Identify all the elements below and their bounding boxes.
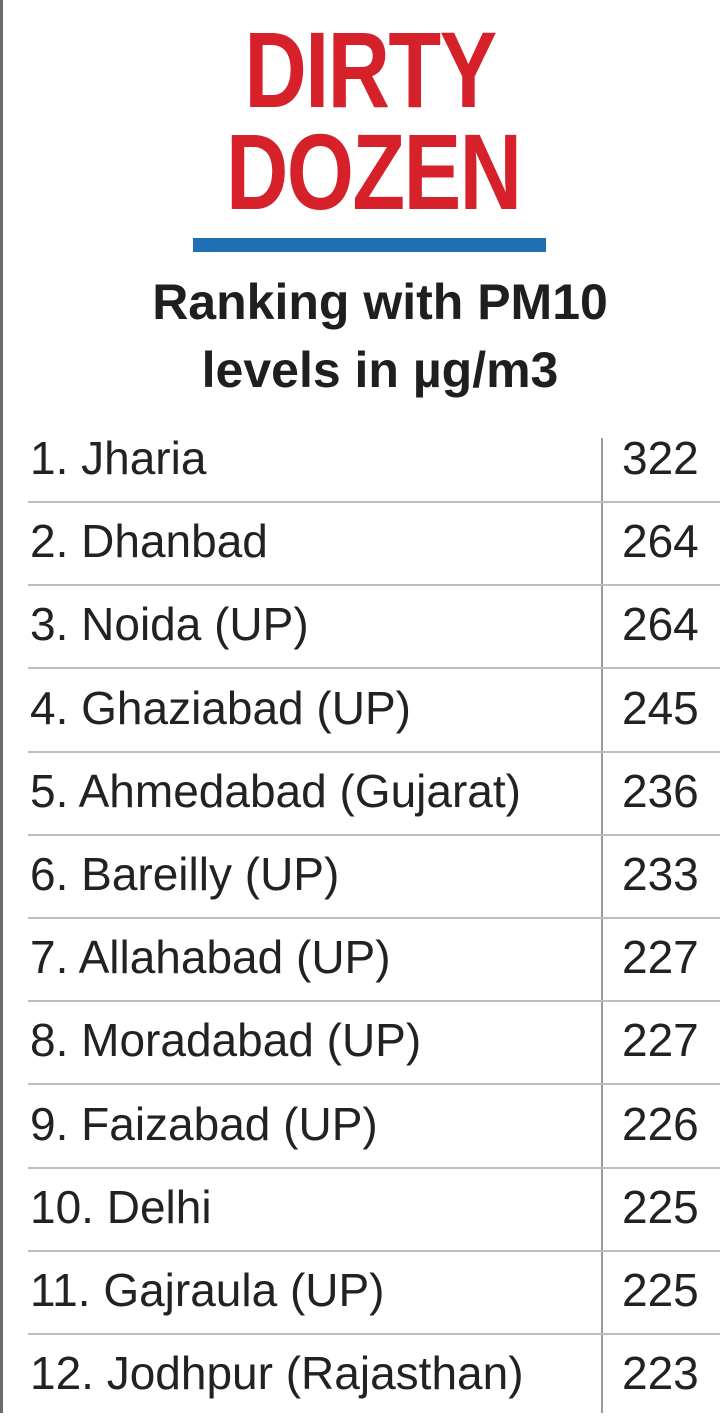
city-label: 12. Jodhpur (Rajasthan) <box>30 1347 524 1400</box>
pm10-value: 225 <box>622 1180 699 1233</box>
table-row: 1. Jharia 322 <box>28 420 720 503</box>
subtitle-line-2: levels in µg/m3 <box>201 342 559 398</box>
table-row: 4. Ghaziabad (UP) 245 <box>28 670 720 753</box>
row-separator <box>28 1083 720 1086</box>
pm10-value: 264 <box>622 515 699 568</box>
pm10-value: 233 <box>622 848 699 900</box>
table-row: 5. Ahmedabad (Gujarat) 236 <box>28 753 720 836</box>
table-row: 6. Bareilly (UP) 233 <box>28 836 720 919</box>
city-label: 7. Allahabad (UP) <box>30 931 391 984</box>
row-separator <box>28 917 720 919</box>
pm10-value: 236 <box>622 764 699 817</box>
table-row: 11. Gajraula (UP) 225 <box>28 1252 720 1335</box>
city-label: 6. Bareilly (UP) <box>30 848 340 900</box>
row-separator <box>28 750 720 753</box>
city-label: 5. Ahmedabad (Gujarat) <box>30 764 521 817</box>
title-line-2: DOZEN <box>226 111 522 232</box>
row-separator <box>28 1000 720 1003</box>
row-separator <box>28 584 720 587</box>
row-separator <box>28 833 720 836</box>
pm10-value: 245 <box>622 681 699 734</box>
city-label: 8. Moradabad (UP) <box>30 1014 422 1067</box>
city-label: 1. Jharia <box>30 432 207 484</box>
pm10-value: 264 <box>622 598 699 651</box>
row-separator <box>28 667 720 670</box>
row-separator <box>28 1333 720 1335</box>
city-label: 9. Faizabad (UP) <box>30 1097 378 1150</box>
pm10-value: 226 <box>622 1097 699 1150</box>
table-row: 12. Jodhpur (Rajasthan) 223 <box>28 1335 720 1418</box>
table-row: 7. Allahabad (UP) 227 <box>28 919 720 1003</box>
title-underline-bar <box>193 238 546 252</box>
row-separator <box>28 1249 720 1252</box>
subtitle-line-1: Ranking with PM10 <box>152 274 608 330</box>
pm10-value: 322 <box>622 432 699 484</box>
pm10-value: 227 <box>622 931 699 984</box>
city-label: 3. Noida (UP) <box>30 598 309 651</box>
table-row: 9. Faizabad (UP) 226 <box>28 1086 720 1169</box>
title-line-1: DIRTY <box>244 9 497 130</box>
city-label: 4. Ghaziabad (UP) <box>30 681 411 734</box>
city-label: 11. Gajraula (UP) <box>30 1264 385 1316</box>
pm10-value: 223 <box>622 1347 699 1400</box>
city-label: 2. Dhanbad <box>30 515 268 568</box>
ranking-table: 1. Jharia 322 2. Dhanbad 264 3. Noida (UP) 26… <box>28 420 720 1413</box>
city-label: 10. Delhi <box>30 1180 212 1233</box>
table-row: 10. Delhi 225 <box>28 1169 720 1252</box>
table-row: 3. Noida (UP) 264 <box>28 586 720 670</box>
left-border-rule <box>0 0 3 1413</box>
column-divider <box>601 438 603 1413</box>
row-separator <box>28 1166 720 1169</box>
table-row: 8. Moradabad (UP) 227 <box>28 1002 720 1086</box>
row-separator <box>28 501 720 503</box>
pm10-value: 227 <box>622 1014 699 1067</box>
pm10-value: 225 <box>622 1264 699 1316</box>
table-row: 2. Dhanbad 264 <box>28 503 720 587</box>
